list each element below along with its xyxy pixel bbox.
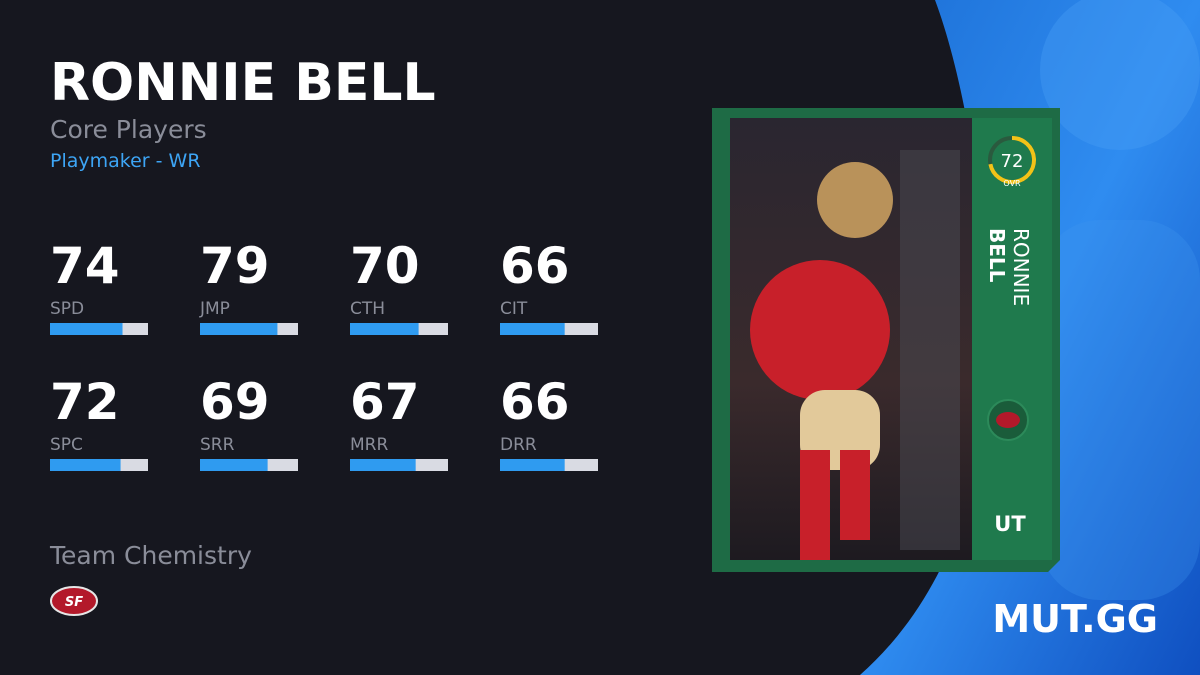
photo-bg-figure xyxy=(900,150,960,550)
stat-label: MRR xyxy=(350,435,388,455)
stat-value: 79 xyxy=(200,237,270,295)
stat-value: 66 xyxy=(500,237,570,295)
bg-helmet xyxy=(1040,0,1200,150)
team-logo xyxy=(996,412,1020,428)
stat-bar xyxy=(500,459,565,471)
bg-body xyxy=(1040,220,1200,600)
stat-value: 69 xyxy=(200,373,270,431)
player-helmet xyxy=(817,162,893,238)
stat-value: 70 xyxy=(350,237,420,295)
stat-bar xyxy=(350,323,419,335)
player-leg xyxy=(800,450,830,560)
player-name: RONNIE BELL xyxy=(50,53,436,113)
card-first-name: RONNIE xyxy=(1009,228,1033,306)
player-group: Core Players xyxy=(50,115,207,144)
stat-bar xyxy=(50,459,121,471)
stat-bar xyxy=(500,323,565,335)
chemistry-title: Team Chemistry xyxy=(49,541,252,570)
card-side xyxy=(972,118,1052,560)
player-leg xyxy=(840,450,870,540)
ovr-gauge xyxy=(988,136,1036,184)
stat-label: CIT xyxy=(500,299,528,319)
logo-letters: SF xyxy=(65,595,83,610)
stat-bar xyxy=(350,459,416,471)
brand: MUT.GG xyxy=(992,597,1158,641)
stat-value: 74 xyxy=(50,237,120,295)
stat-label: SRR xyxy=(200,435,235,455)
stat-value: 66 xyxy=(500,373,570,431)
stat-label: DRR xyxy=(500,435,537,455)
stat-label: SPD xyxy=(50,299,84,319)
stat-label: SPC xyxy=(50,435,83,455)
ovr-value: 72 xyxy=(1001,151,1024,172)
stat-bar xyxy=(200,459,268,471)
stat-label: CTH xyxy=(350,299,385,319)
player-archetype: Playmaker - WR xyxy=(50,150,201,172)
stat-label: JMP xyxy=(199,299,230,319)
stat-value: 72 xyxy=(50,373,120,431)
ovr-label: OVR xyxy=(1003,179,1021,188)
stat-bar xyxy=(200,323,278,335)
card-last-name: BELL xyxy=(985,228,1009,283)
card-program: UT xyxy=(994,512,1026,536)
team-chemistry-logo xyxy=(50,586,98,616)
player-jersey xyxy=(750,260,890,400)
stat-bar xyxy=(50,323,123,335)
stat-value: 67 xyxy=(350,373,420,431)
